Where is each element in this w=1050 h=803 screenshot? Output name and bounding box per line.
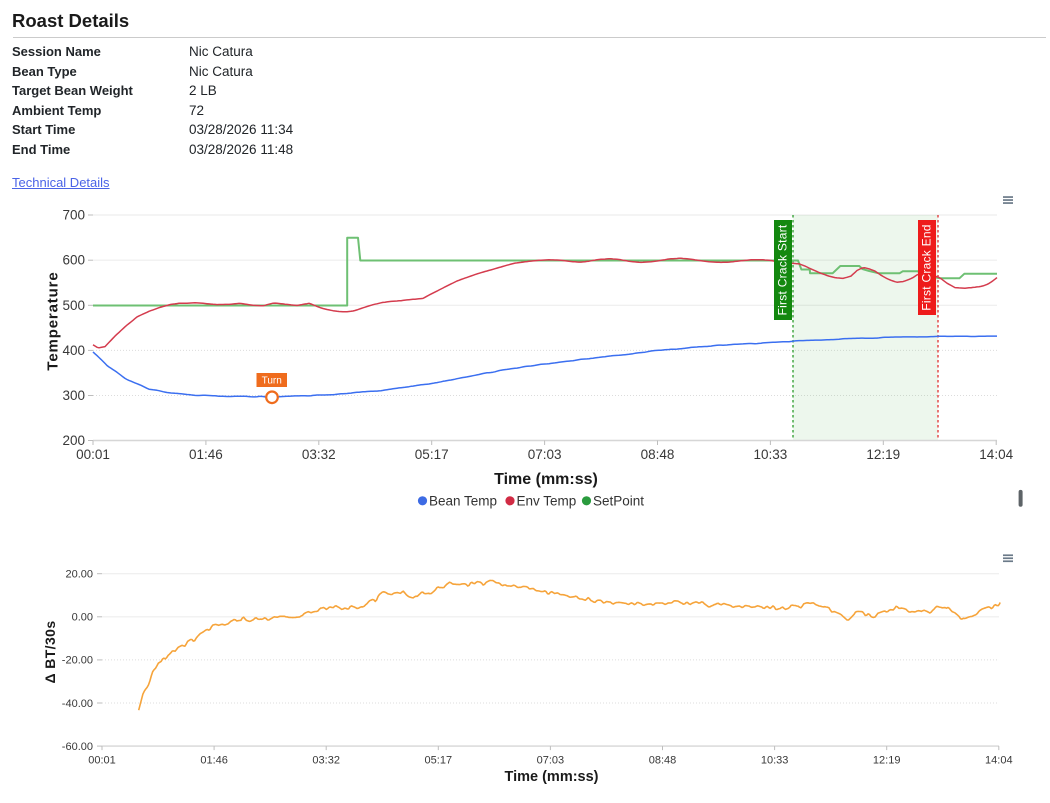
svg-text:700: 700 bbox=[62, 208, 85, 223]
svg-text:01:46: 01:46 bbox=[189, 447, 223, 462]
svg-text:0.00: 0.00 bbox=[72, 612, 93, 624]
svg-text:14:04: 14:04 bbox=[979, 447, 1013, 462]
svg-text:Time (mm:ss): Time (mm:ss) bbox=[504, 769, 598, 785]
svg-text:200: 200 bbox=[62, 433, 85, 448]
svg-text:00:01: 00:01 bbox=[88, 754, 116, 766]
svg-text:Env Temp: Env Temp bbox=[517, 493, 577, 508]
svg-text:Turn: Turn bbox=[262, 375, 282, 386]
svg-text:12:19: 12:19 bbox=[873, 754, 901, 766]
svg-text:12:19: 12:19 bbox=[866, 447, 900, 462]
svg-text:-20.00: -20.00 bbox=[62, 655, 93, 667]
svg-text:00:01: 00:01 bbox=[76, 447, 110, 462]
svg-text:14:04: 14:04 bbox=[985, 754, 1013, 766]
svg-text:07:03: 07:03 bbox=[537, 754, 565, 766]
svg-text:Δ BT/30s: Δ BT/30s bbox=[42, 620, 58, 683]
svg-text:First Crack End: First Crack End bbox=[920, 224, 934, 310]
svg-text:05:17: 05:17 bbox=[415, 447, 449, 462]
svg-text:08:48: 08:48 bbox=[649, 754, 677, 766]
svg-text:07:03: 07:03 bbox=[528, 447, 562, 462]
svg-text:10:33: 10:33 bbox=[761, 754, 789, 766]
svg-text:-40.00: -40.00 bbox=[62, 698, 93, 710]
svg-text:Bean Temp: Bean Temp bbox=[429, 493, 497, 508]
svg-text:03:32: 03:32 bbox=[302, 447, 336, 462]
svg-text:600: 600 bbox=[62, 253, 85, 268]
svg-text:SetPoint: SetPoint bbox=[593, 493, 644, 508]
svg-text:300: 300 bbox=[62, 388, 85, 403]
svg-text:01:46: 01:46 bbox=[200, 754, 228, 766]
svg-text:400: 400 bbox=[62, 343, 85, 358]
svg-text:First Crack Start: First Crack Start bbox=[776, 224, 790, 315]
svg-text:Temperature: Temperature bbox=[45, 271, 62, 370]
svg-text:-60.00: -60.00 bbox=[62, 741, 93, 753]
svg-text:500: 500 bbox=[62, 298, 85, 313]
svg-text:20.00: 20.00 bbox=[65, 569, 93, 581]
svg-text:10:33: 10:33 bbox=[754, 447, 788, 462]
svg-text:08:48: 08:48 bbox=[641, 447, 675, 462]
svg-text:03:32: 03:32 bbox=[312, 754, 340, 766]
svg-text:Time (mm:ss): Time (mm:ss) bbox=[494, 471, 598, 488]
svg-text:05:17: 05:17 bbox=[425, 754, 453, 766]
